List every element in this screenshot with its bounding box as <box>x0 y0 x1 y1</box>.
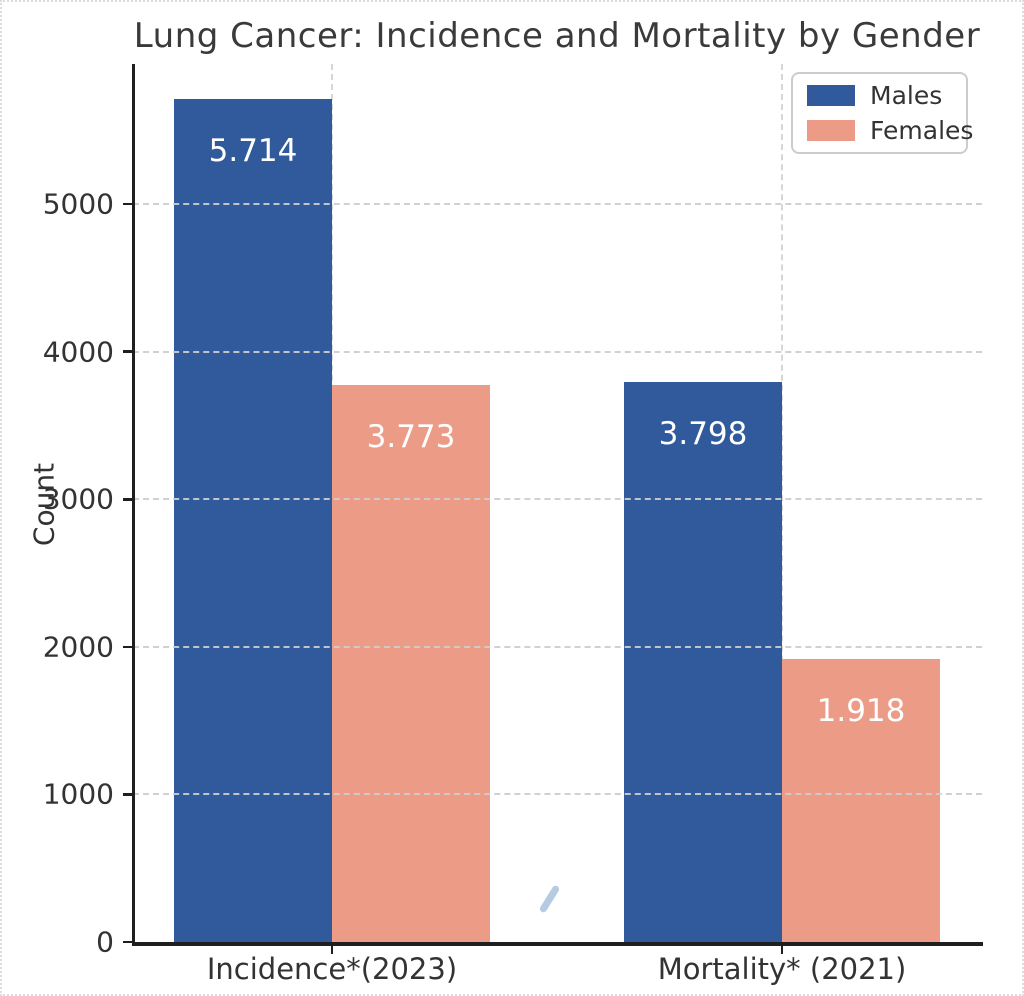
bar-value-label: 1.918 <box>816 692 906 729</box>
y-tick-mark <box>123 645 132 649</box>
horizontal-gridline <box>133 498 982 501</box>
bar-males-1 <box>624 381 782 942</box>
x-tick-mark <box>780 945 784 954</box>
legend-label: Males <box>870 81 943 110</box>
legend-label: Females <box>870 116 974 145</box>
x-tick-label: Mortality* (2021) <box>657 952 907 986</box>
x-tick-label: Incidence*(2023) <box>206 952 458 986</box>
legend-swatch-females <box>807 120 855 141</box>
y-tick-mark <box>123 202 132 206</box>
bar-value-label: 3.773 <box>366 419 456 456</box>
legend-item-males: Males <box>807 83 966 108</box>
horizontal-gridline <box>133 793 982 796</box>
bar-males-0 <box>174 98 332 942</box>
chart-title: Lung Cancer: Incidence and Mortality by … <box>133 16 981 56</box>
x-axis-spine <box>132 942 983 946</box>
y-tick-label: 3000 <box>42 482 114 516</box>
stray-stroke-artifact <box>538 884 561 914</box>
y-tick-label: 2000 <box>42 630 114 664</box>
y-tick-mark <box>123 793 132 796</box>
horizontal-gridline <box>133 203 982 206</box>
bar-value-label: 3.798 <box>658 415 748 452</box>
legend-item-females: Females <box>807 118 973 143</box>
horizontal-gridline <box>133 350 982 353</box>
bar-females-0 <box>332 385 490 942</box>
horizontal-gridline <box>133 645 982 648</box>
y-tick-mark <box>123 498 132 501</box>
chart-legend: Males Females <box>791 72 973 154</box>
y-tick-label: 1000 <box>42 777 114 811</box>
bar-females-1 <box>782 658 940 942</box>
y-tick-label: 0 <box>96 925 114 959</box>
bar-value-label: 5.714 <box>208 132 298 169</box>
y-axis-spine <box>132 64 135 945</box>
y-tick-mark <box>123 350 132 353</box>
y-tick-label: 4000 <box>42 335 114 369</box>
y-tick-label: 5000 <box>42 187 114 221</box>
legend-swatch-males <box>807 85 855 106</box>
x-tick-mark <box>330 945 334 954</box>
vertical-gridline <box>781 64 783 942</box>
y-tick-mark <box>123 940 132 944</box>
